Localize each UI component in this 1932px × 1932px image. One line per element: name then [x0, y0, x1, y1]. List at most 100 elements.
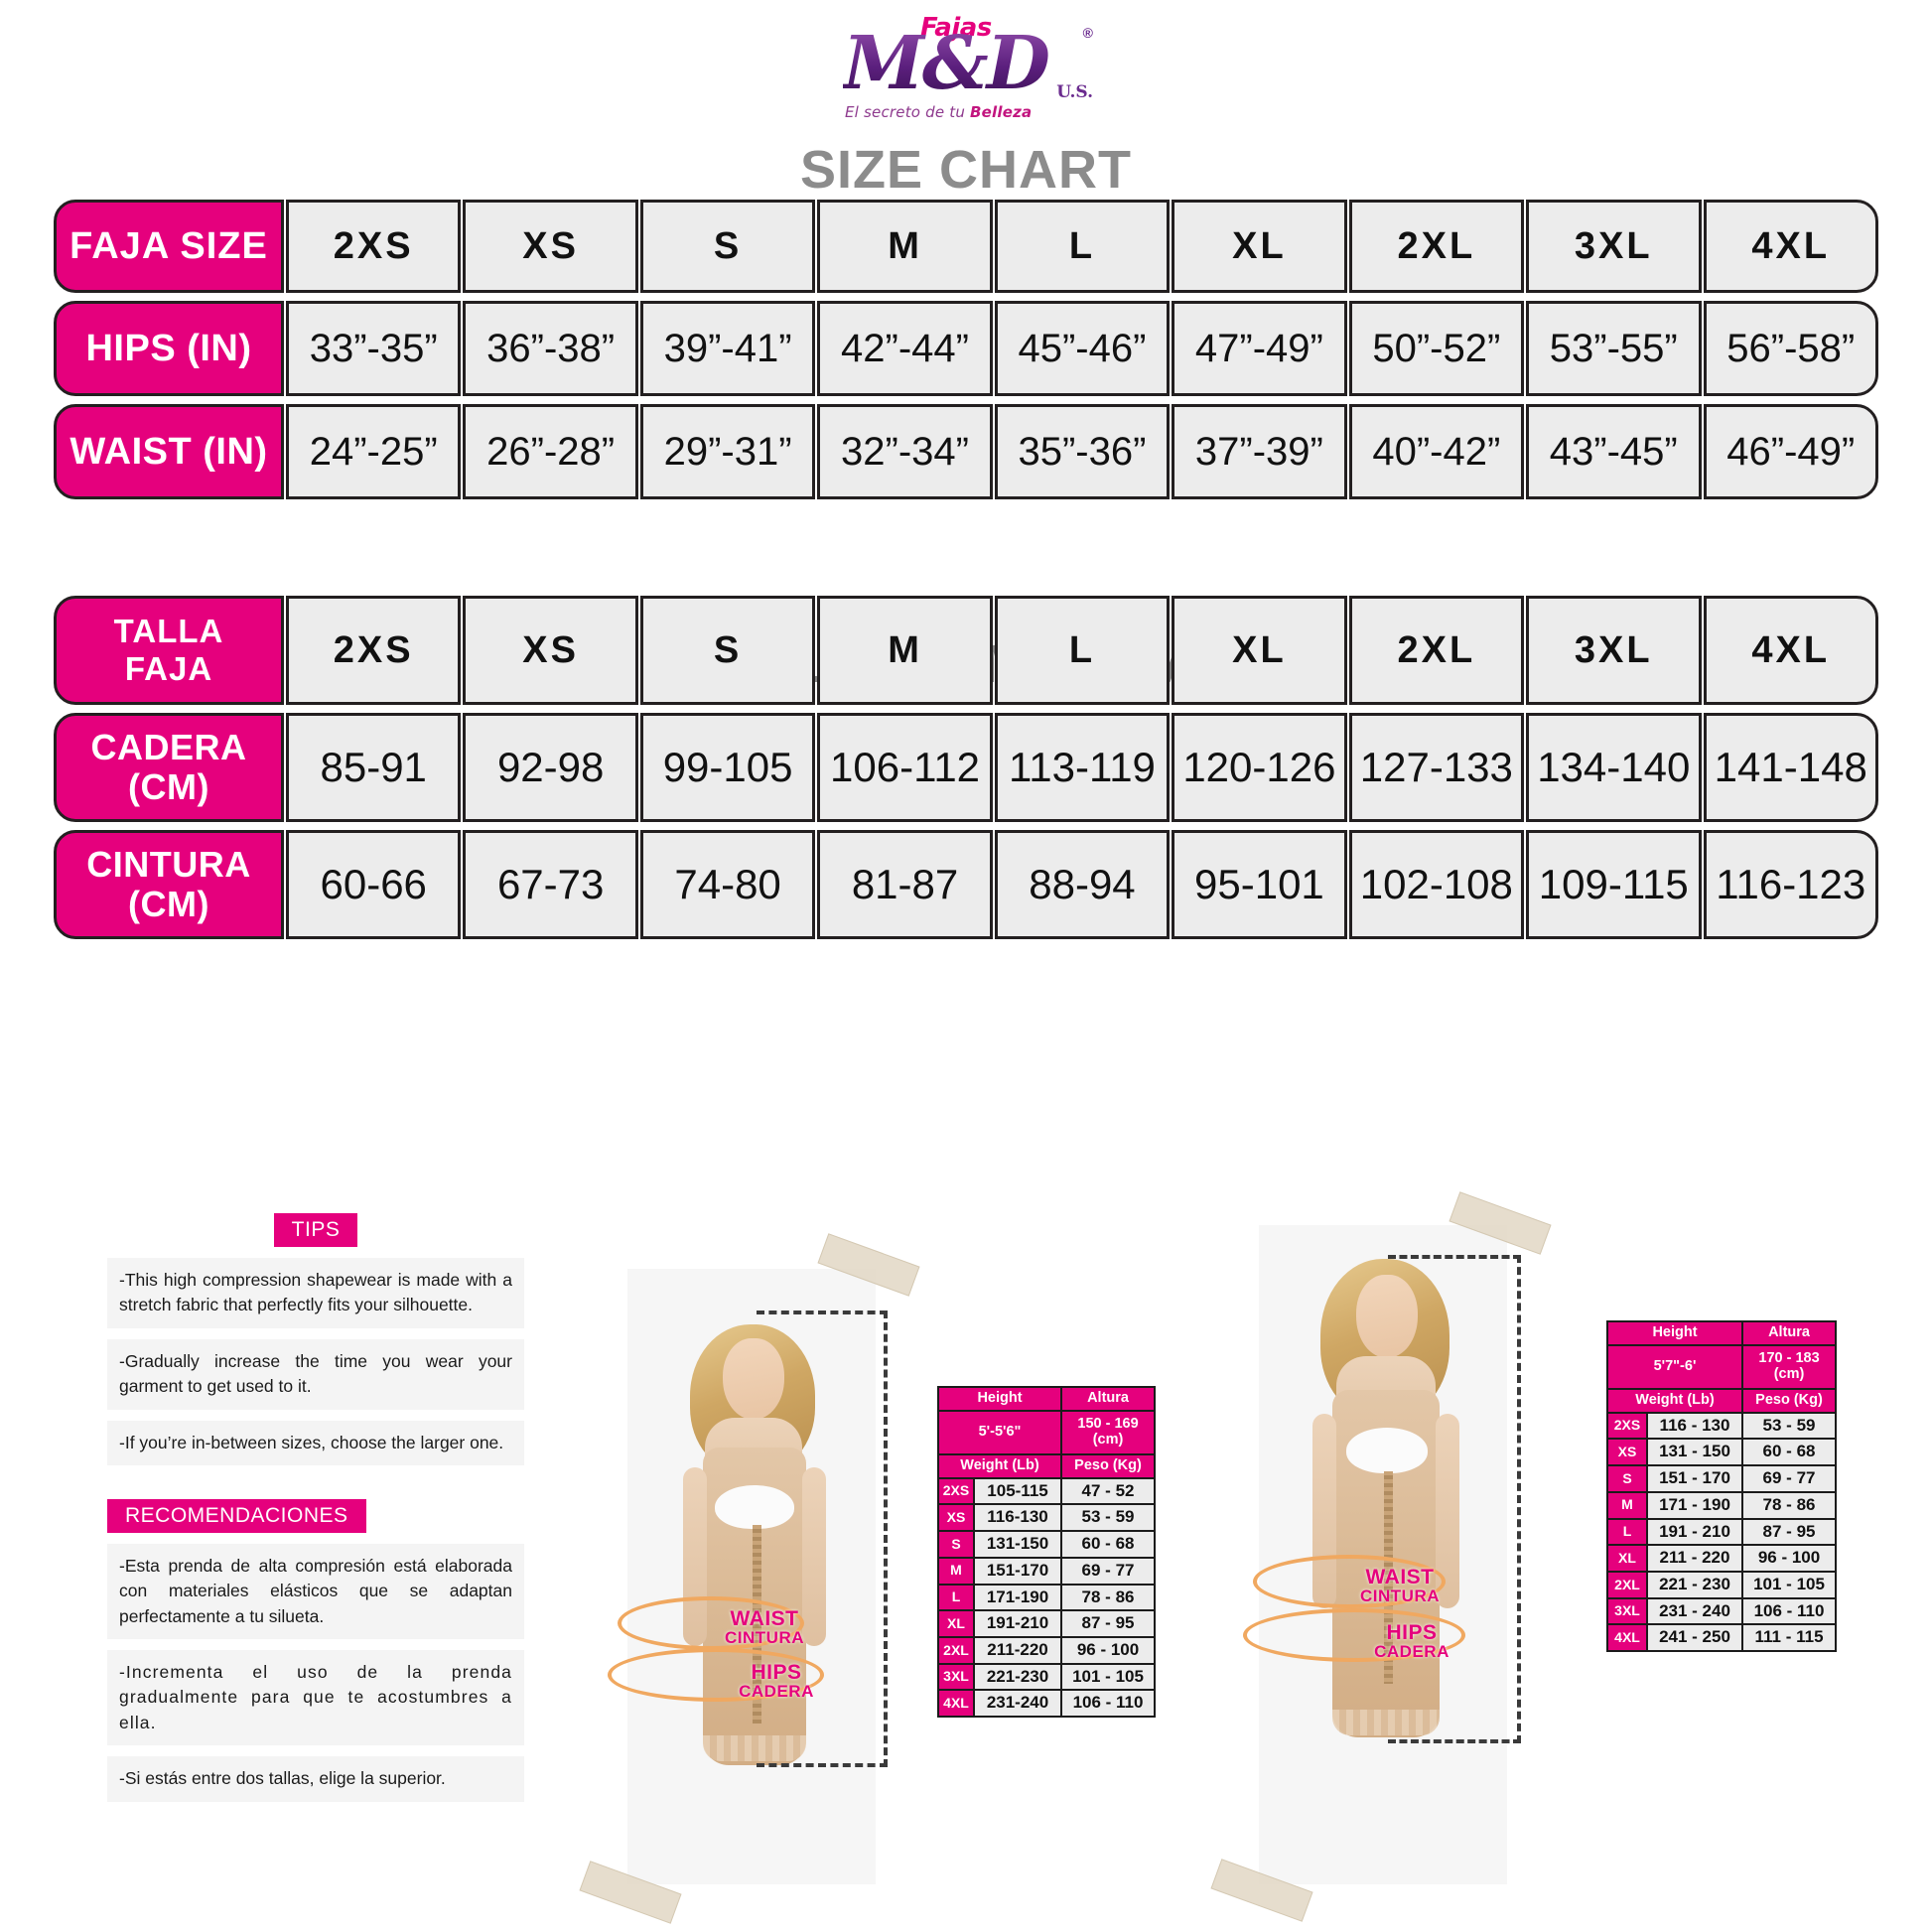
size-header-m: M	[817, 596, 993, 705]
lb-4xl: 231-240	[975, 1691, 1061, 1716]
lb-s: 151 - 170	[1648, 1466, 1742, 1491]
size-l: L	[1608, 1519, 1646, 1545]
lb-xl: 211 - 220	[1648, 1546, 1742, 1571]
lace-trim	[1332, 1710, 1440, 1735]
size-s: S	[1608, 1466, 1646, 1491]
table-row-height-header: Height Altura	[939, 1388, 1155, 1410]
hips-label-en: HIPS	[1386, 1621, 1438, 1644]
size-s: S	[939, 1532, 973, 1557]
lb-3xl: 221-230	[975, 1664, 1061, 1690]
recomendaciones-heading-wrap: RECOMENDACIONES	[107, 1498, 524, 1533]
table-row: M 171 - 190 78 - 86	[1608, 1492, 1836, 1518]
table-row: XL 211 - 220 96 - 100	[1608, 1546, 1836, 1571]
waist-in-s: 29”-31”	[639, 404, 816, 499]
size-2xs: 2XS	[1608, 1413, 1646, 1439]
recomendaciones-item-2: -Incrementa el uso de la prenda gradualm…	[107, 1650, 524, 1746]
table-row-weight-header: Weight (Lb) Peso (Kg)	[939, 1454, 1155, 1477]
table-row: 4XL 231-240 106 - 110	[939, 1691, 1155, 1716]
table-row: XS 116-130 53 - 59	[939, 1505, 1155, 1531]
cintura-cm-2xs: 60-66	[286, 830, 462, 939]
table-row: XS 131 - 150 60 - 68	[1608, 1440, 1836, 1465]
lb-3xl: 231 - 240	[1648, 1598, 1742, 1624]
tips-item-2: -Gradually increase the time you wear yo…	[107, 1338, 524, 1410]
size-xs: XS	[939, 1505, 973, 1531]
cintura-cm-xs: 67-73	[463, 830, 638, 939]
table-row: XL 191-210 87 - 95	[939, 1611, 1155, 1636]
size-header-2xl: 2XL	[1348, 596, 1525, 705]
size-header-l: L	[994, 596, 1171, 705]
notes-panel: TIPS -This high compression shapewear is…	[107, 1213, 524, 1802]
cintura-label-line2: (CM)	[128, 884, 209, 924]
cadera-cm-2xs: 85-91	[286, 713, 462, 822]
recomendaciones-item-1: -Esta prenda de alta compresión está ela…	[107, 1543, 524, 1639]
lace-trim	[703, 1735, 806, 1761]
hips-in-m: 42”-44”	[817, 301, 993, 396]
cadera-cm-xs: 92-98	[463, 713, 638, 822]
waist-in-2xs: 24”-25”	[286, 404, 462, 499]
size-4xl: 4XL	[939, 1691, 973, 1716]
table-row: 3XL 221-230 101 - 105	[939, 1664, 1155, 1690]
hips-label-en: HIPS	[751, 1661, 802, 1684]
table-row: 2XS 105-115 47 - 52	[939, 1478, 1155, 1504]
hips-label-left: HIPS CADERA	[717, 1662, 836, 1700]
cadera-cm-xl: 120-126	[1172, 713, 1347, 822]
waist-label-es: CINTURA	[1360, 1587, 1440, 1605]
cintura-cm-label: CINTURA (CM)	[54, 830, 284, 939]
waist-label-en: WAIST	[730, 1607, 799, 1630]
lb-4xl: 241 - 250	[1648, 1625, 1742, 1650]
bra-shape	[715, 1485, 794, 1529]
lb-m: 171 - 190	[1648, 1492, 1742, 1518]
kg-2xl: 101 - 105	[1743, 1572, 1836, 1597]
lb-l: 171-190	[975, 1585, 1061, 1610]
tips-heading-wrap: TIPS	[107, 1213, 524, 1247]
talla-faja-label: TALLA FAJA	[54, 596, 284, 705]
cadera-cm-2xl: 127-133	[1348, 713, 1525, 822]
waist-in-xl: 37”-39”	[1172, 404, 1347, 499]
tips-item-3: -If you’re in-between sizes, choose the …	[107, 1420, 524, 1465]
table-row-cadera-cm: CADERA (CM) 85-91 92-98 99-105 106-112 1…	[54, 713, 1878, 822]
logo-tagline: El secreto de tu Belleza	[845, 103, 1032, 121]
kg-3xl: 101 - 105	[1062, 1664, 1155, 1690]
waist-label-left: WAIST CINTURA	[705, 1608, 824, 1646]
cadera-label-line1: CADERA	[90, 727, 247, 768]
model-photo-right: WAIST CINTURA HIPS CADERA	[1210, 1191, 1552, 1922]
size-m: M	[939, 1558, 973, 1584]
tips-heading: TIPS	[273, 1213, 358, 1247]
logo-graphic: Fajas M&D ® U.S. El secreto de tu Bellez…	[837, 9, 1095, 126]
size-header-3xl: 3XL	[1526, 596, 1702, 705]
size-header-4xl: 4XL	[1703, 200, 1878, 293]
table-row-hips-in: HIPS (IN) 33”-35” 36”-38” 39”-41” 42”-44…	[54, 301, 1878, 396]
table-row-waist-in: WAIST (IN) 24”-25” 26”-28” 29”-31” 32”-3…	[54, 404, 1878, 499]
cadera-cm-label: CADERA (CM)	[54, 713, 284, 822]
size-xl: XL	[939, 1611, 973, 1636]
height-bracket-left	[757, 1311, 888, 1767]
lb-2xl: 211-220	[975, 1637, 1061, 1663]
size-header-s: S	[639, 596, 816, 705]
size-3xl: 3XL	[1608, 1598, 1646, 1624]
lb-2xs: 116 - 130	[1648, 1413, 1742, 1439]
cadera-cm-s: 99-105	[639, 713, 816, 822]
talla-faja-line2: FAJA	[124, 650, 213, 687]
lb-s: 131-150	[975, 1532, 1061, 1557]
table-row: 3XL 231 - 240 106 - 110	[1608, 1598, 1836, 1624]
height-weight-table-tall: Height Altura 5'7"-6' 170 - 183 (cm) Wei…	[1606, 1320, 1838, 1652]
cadera-cm-m: 106-112	[817, 713, 993, 822]
face-shape	[1356, 1275, 1418, 1358]
height-label: Height	[1608, 1322, 1742, 1344]
size-header-xl: XL	[1172, 596, 1347, 705]
table-row: 2XL 221 - 230 101 - 105	[1608, 1572, 1836, 1597]
hips-in-4xl: 56”-58”	[1703, 301, 1878, 396]
height-weight-table-short: Height Altura 5'-5'6" 150 - 169 (cm) Wei…	[937, 1386, 1157, 1718]
kg-xl: 96 - 100	[1743, 1546, 1836, 1571]
table-row: L 171-190 78 - 86	[939, 1585, 1155, 1610]
size-m: M	[1608, 1492, 1646, 1518]
size-header-2xs: 2XS	[286, 596, 462, 705]
altura-value: 170 - 183 (cm)	[1743, 1345, 1836, 1388]
size-header-xl: XL	[1172, 200, 1347, 293]
table-row: S 131-150 60 - 68	[939, 1532, 1155, 1557]
size-header-l: L	[994, 200, 1171, 293]
waist-in-l: 35”-36”	[994, 404, 1171, 499]
kg-xl: 87 - 95	[1062, 1611, 1155, 1636]
size-header-xs: XS	[463, 200, 638, 293]
kg-s: 60 - 68	[1062, 1532, 1155, 1557]
